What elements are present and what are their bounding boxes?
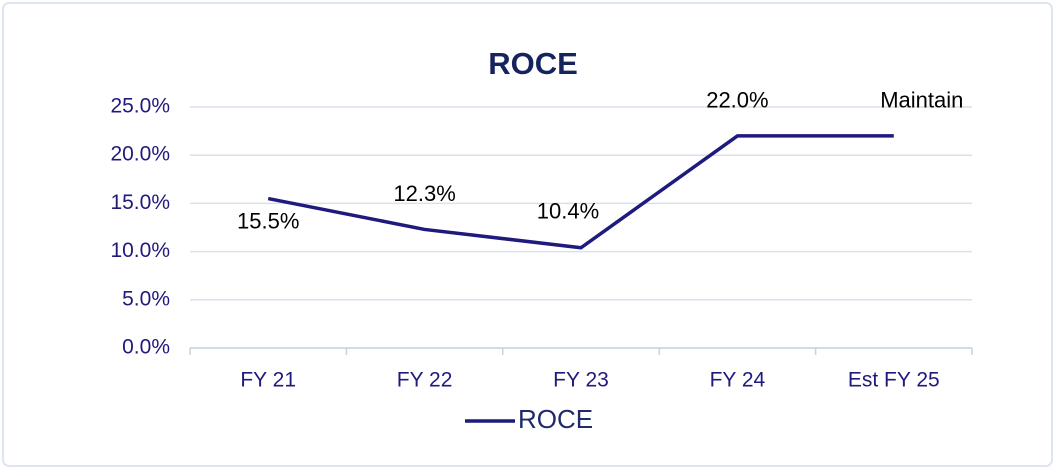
legend-label: ROCE bbox=[518, 404, 593, 434]
y-tick-label: 5.0% bbox=[122, 287, 170, 310]
y-tick-label: 20.0% bbox=[110, 143, 170, 166]
data-label: 15.5% bbox=[237, 208, 299, 233]
chart-title: ROCE bbox=[488, 46, 578, 81]
y-tick-label: 10.0% bbox=[110, 239, 170, 262]
x-tick-label: FY 21 bbox=[240, 369, 296, 392]
data-label: 10.4% bbox=[537, 199, 599, 224]
line bbox=[267, 134, 894, 250]
x-tick-label: FY 24 bbox=[710, 369, 766, 392]
x-tick-label: FY 22 bbox=[397, 369, 453, 392]
x-tick-label: Est FY 25 bbox=[848, 369, 940, 392]
y-tick-label: 25.0% bbox=[110, 95, 170, 118]
data-label: Maintain bbox=[880, 88, 963, 113]
data-label: 12.3% bbox=[393, 181, 455, 206]
data-label: 22.0% bbox=[706, 88, 768, 113]
y-tick-label: 0.0% bbox=[122, 336, 170, 359]
y-tick-label: 15.0% bbox=[110, 191, 170, 214]
x-tick-label: FY 23 bbox=[553, 369, 609, 392]
